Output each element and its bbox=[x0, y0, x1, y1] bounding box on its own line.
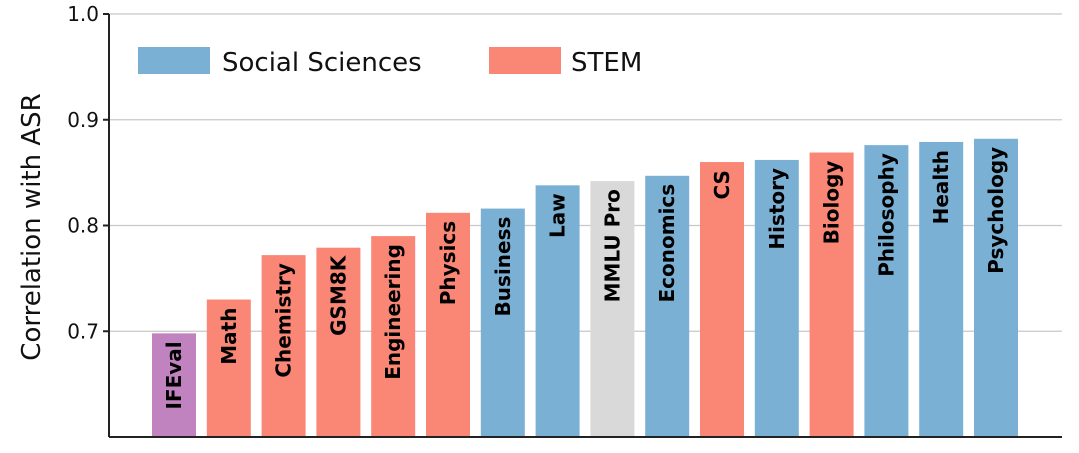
bar-4 bbox=[371, 236, 416, 437]
bar-6 bbox=[480, 208, 525, 437]
legend-label-0: Social Sciences bbox=[222, 48, 422, 78]
bar-9 bbox=[645, 175, 690, 438]
bar-label-8: MMLU Pro bbox=[600, 189, 624, 302]
legend: Social Sciences STEM bbox=[138, 47, 642, 78]
bar-13 bbox=[864, 145, 909, 437]
bar-label-9: Economics bbox=[655, 184, 679, 303]
y-tick-label-0: 0.7 bbox=[67, 319, 99, 343]
bar-label-0: IFEval bbox=[162, 341, 186, 409]
bar-label-13: Philosophy bbox=[874, 153, 898, 277]
bar-label-4: Engineering bbox=[381, 244, 405, 380]
bars: IFEval Math Chemistry GSM8K Engineering Physi… bbox=[152, 138, 1018, 438]
y-axis-title: Correlation with ASR bbox=[17, 93, 47, 360]
y-tick-label-2: 0.9 bbox=[67, 108, 99, 132]
bar-5 bbox=[426, 212, 470, 437]
bar-2 bbox=[261, 255, 306, 437]
bar-label-12: Biology bbox=[820, 161, 844, 245]
bar-0 bbox=[152, 333, 196, 437]
bar-label-7: Law bbox=[546, 193, 570, 238]
bar-11 bbox=[754, 159, 799, 437]
legend-label-1: STEM bbox=[571, 48, 642, 78]
bar-label-1: Math bbox=[217, 308, 241, 365]
bar-10 bbox=[700, 162, 744, 438]
bar-label-15: Psychology bbox=[984, 147, 1008, 274]
bar-12 bbox=[809, 152, 854, 437]
bar-label-11: History bbox=[765, 168, 789, 250]
bar-1 bbox=[206, 299, 251, 437]
bar-3 bbox=[316, 247, 361, 437]
bar-label-6: Business bbox=[491, 217, 515, 317]
axes: 0.7 0.8 0.9 1.0 bbox=[67, 2, 1062, 438]
bar-14 bbox=[919, 141, 964, 437]
bar-label-3: GSM8K bbox=[326, 254, 350, 336]
bar-label-2: Chemistry bbox=[272, 263, 296, 378]
bar-8 bbox=[590, 181, 635, 437]
bar-label-5: Physics bbox=[436, 221, 460, 305]
legend-swatch-1 bbox=[489, 47, 561, 74]
bar-label-10: CS bbox=[710, 170, 734, 199]
bar-7 bbox=[535, 185, 580, 437]
y-tick-label-3: 1.0 bbox=[67, 2, 99, 26]
bar-label-14: Health bbox=[929, 150, 953, 224]
y-tick-label-1: 0.8 bbox=[67, 214, 99, 238]
legend-swatch-0 bbox=[138, 47, 210, 74]
bar-15 bbox=[974, 138, 1018, 437]
